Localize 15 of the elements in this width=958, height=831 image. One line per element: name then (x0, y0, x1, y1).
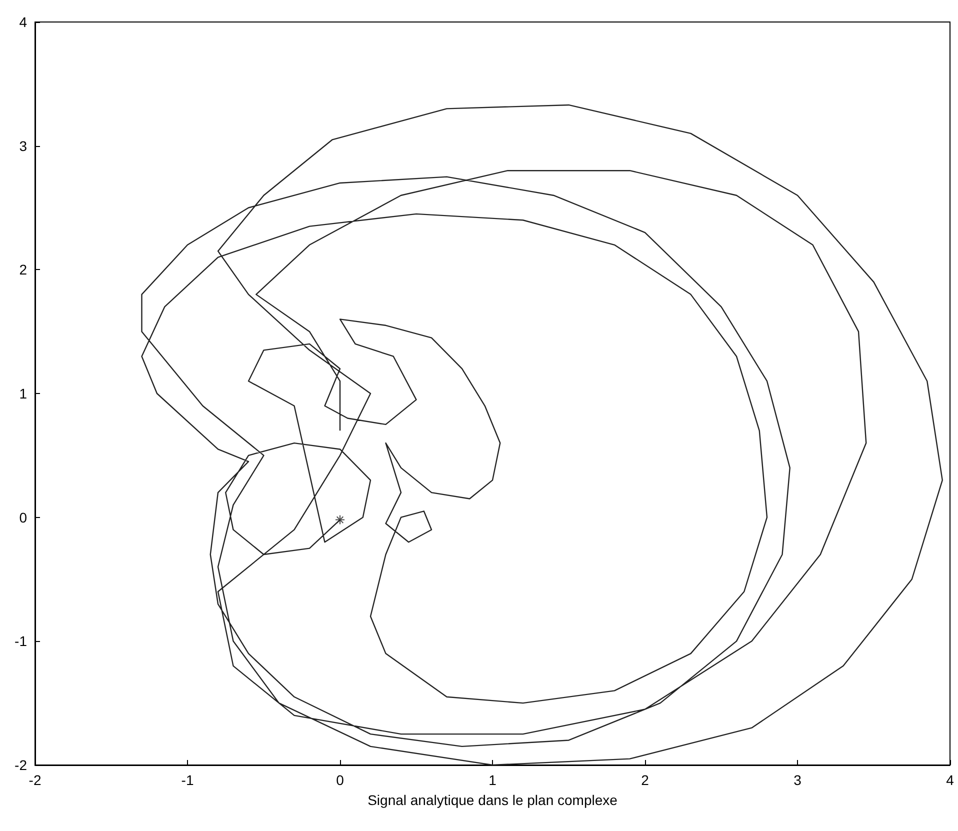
y-tick-label: 1 (19, 386, 28, 402)
x-tick-label: 0 (336, 772, 344, 788)
x-tick-label: -1 (181, 772, 194, 788)
y-tick-label: 0 (19, 509, 28, 526)
y-tick-label: 4 (19, 14, 28, 30)
y-tick-label: -2 (14, 757, 28, 773)
x-axis-title: Signal analytique dans le plan complexe (368, 792, 618, 808)
x-tick-label: 1 (488, 772, 497, 788)
y-tick-label: -1 (14, 633, 28, 650)
x-tick-label: 3 (794, 772, 802, 788)
x-tick-label: 4 (946, 772, 954, 788)
y-tick-label: 3 (19, 138, 28, 154)
y-tick-label: 2 (19, 262, 28, 278)
x-tick-label: 2 (641, 772, 650, 788)
line-series (141, 104, 943, 766)
